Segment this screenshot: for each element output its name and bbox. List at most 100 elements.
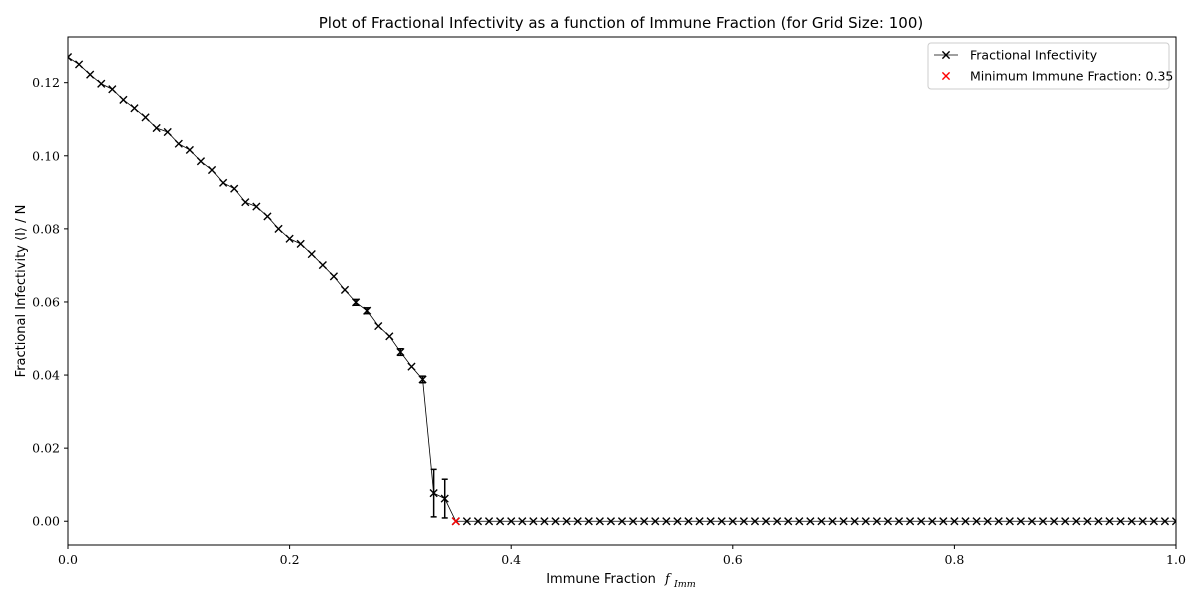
marker-stroke: [562, 517, 571, 526]
data-point: [1160, 517, 1170, 526]
legend-label: Minimum Immune Fraction: 0.35: [970, 69, 1173, 84]
x-tick-label: 0.0: [58, 552, 78, 567]
marker-stroke: [917, 517, 926, 526]
marker-stroke: [1138, 517, 1147, 526]
data-point: [662, 517, 671, 526]
data-point: [839, 517, 848, 526]
marker-stroke: [307, 249, 316, 259]
x-axis-label-text: Immune Fraction: [546, 572, 656, 587]
marker-stroke: [617, 517, 627, 526]
marker-stroke: [351, 298, 361, 307]
y-axis-label: Fractional Infectivity ⟨I⟩ / N: [14, 205, 29, 378]
marker-stroke: [684, 517, 693, 526]
marker-stroke: [108, 85, 117, 94]
marker-stroke: [473, 517, 483, 526]
data-point: [152, 123, 161, 133]
marker-stroke: [894, 517, 904, 526]
marker-stroke: [1094, 517, 1103, 526]
marker-stroke: [86, 70, 95, 79]
marker-stroke: [950, 517, 959, 526]
data-point: [1171, 517, 1176, 526]
data-point: [540, 517, 549, 526]
data-point: [318, 260, 327, 270]
data-point: [584, 517, 593, 526]
data-point: [1061, 517, 1070, 526]
data-point: [950, 517, 959, 526]
legend: Fractional Infectivity Minimum Immune Fra…: [927, 42, 1173, 90]
x-axis-ticks: 0.0 0.2 0.4 0.6 0.8 1.0: [58, 545, 1186, 567]
data-point: [1127, 517, 1136, 526]
data-point: [928, 517, 937, 526]
marker-stroke: [717, 517, 726, 526]
data-point: [68, 53, 73, 62]
marker-stroke: [329, 272, 339, 281]
data-point: [651, 517, 660, 526]
marker-stroke: [152, 123, 161, 133]
data-point: [773, 517, 782, 526]
data-point: [263, 212, 272, 221]
marker-stroke: [983, 517, 992, 526]
series-markers: [68, 53, 1176, 526]
marker-stroke: [828, 517, 837, 526]
marker-stroke: [484, 517, 494, 526]
legend-label: Fractional Infectivity: [970, 48, 1098, 63]
data-point: [750, 517, 760, 526]
data-point: [628, 517, 638, 526]
marker-stroke: [773, 517, 782, 526]
data-point: [972, 517, 981, 526]
data-point: [1050, 517, 1059, 526]
data-point: [174, 139, 183, 148]
marker-stroke: [385, 332, 394, 341]
marker-stroke: [941, 50, 951, 60]
marker-stroke: [540, 517, 549, 526]
y-tick-label: 0.10: [32, 148, 60, 163]
marker-stroke: [784, 517, 793, 526]
marker-stroke: [651, 517, 660, 526]
data-point: [795, 517, 804, 526]
marker-stroke: [1027, 517, 1037, 526]
data-point: [396, 347, 405, 357]
data-point: [119, 95, 128, 104]
x-tick-label: 0.6: [723, 552, 743, 567]
chart-title: Plot of Fractional Infectivity as a func…: [319, 14, 923, 32]
data-point: [141, 113, 150, 122]
data-point: [163, 127, 172, 137]
marker-stroke: [263, 212, 272, 221]
data-point: [739, 517, 748, 526]
marker-stroke: [872, 517, 881, 526]
data-point: [385, 332, 394, 341]
marker-stroke: [640, 517, 649, 526]
data-point: [1027, 517, 1037, 526]
data-point: [252, 202, 261, 211]
marker-stroke: [163, 127, 172, 137]
data-point: [429, 489, 438, 498]
data-point: [473, 517, 483, 526]
y-axis-ticks: 0.00 0.02 0.04 0.06 0.08 0.10 0.12: [32, 75, 68, 529]
data-point: [595, 517, 604, 526]
data-point: [462, 517, 471, 526]
data-point: [606, 517, 616, 526]
data-point: [274, 224, 283, 233]
marker-stroke: [905, 517, 915, 526]
marker-stroke: [97, 79, 106, 88]
data-point: [961, 517, 970, 526]
data-point: [562, 517, 571, 526]
marker-stroke: [1050, 517, 1059, 526]
marker-stroke: [595, 517, 604, 526]
data-point: [994, 517, 1003, 526]
data-point: [529, 517, 538, 526]
marker-stroke: [584, 517, 593, 526]
data-point: [695, 517, 704, 526]
marker-stroke: [806, 517, 815, 526]
marker-stroke: [241, 198, 250, 207]
marker-stroke: [74, 60, 84, 69]
data-point: [617, 517, 627, 526]
data-point: [241, 198, 250, 207]
y-tick-label: 0.00: [32, 514, 60, 529]
data-point: [496, 517, 505, 526]
marker-stroke: [573, 517, 582, 526]
data-point: [939, 517, 948, 526]
marker-stroke: [861, 517, 870, 526]
marker-stroke: [374, 321, 383, 331]
y-tick-label: 0.04: [32, 368, 60, 383]
